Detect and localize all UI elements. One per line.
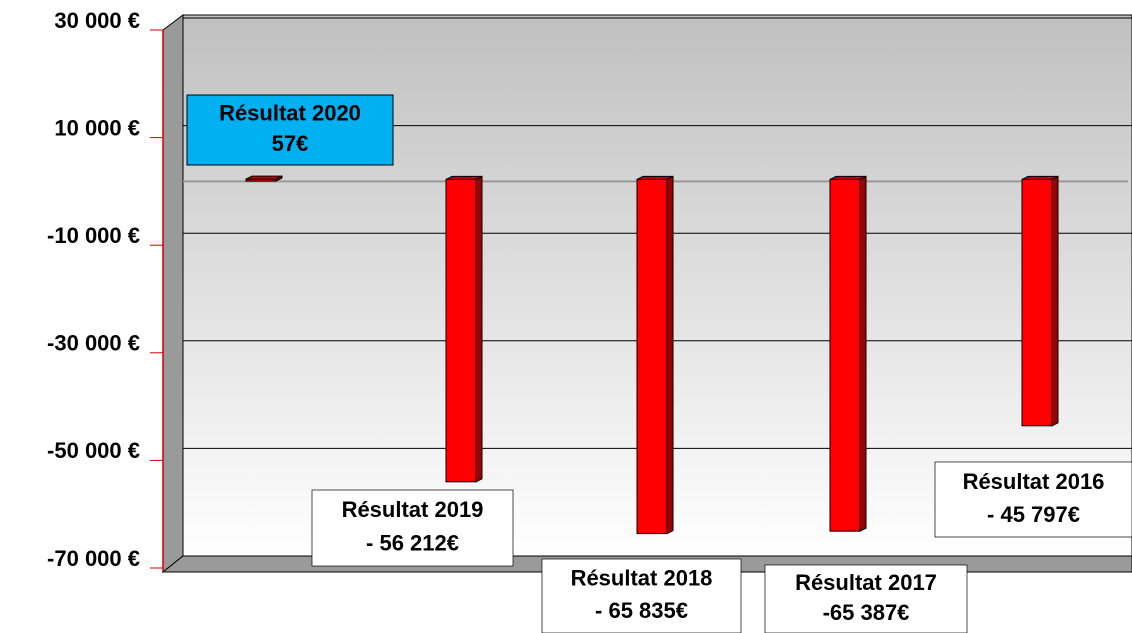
y-tick-label: -30 000 € bbox=[47, 331, 140, 356]
bar bbox=[445, 178, 477, 483]
label-box bbox=[764, 564, 968, 633]
value-label: -65 387€ bbox=[823, 600, 910, 625]
bar-top bbox=[445, 175, 483, 180]
y-tick-label: -10 000 € bbox=[47, 223, 140, 248]
category-label: Résultat 2019 bbox=[342, 497, 484, 522]
bar-side bbox=[475, 175, 483, 483]
value-label: - 65 835€ bbox=[595, 598, 688, 623]
category-label: Résultat 2020 bbox=[219, 100, 361, 125]
y-tick-label: 30 000 € bbox=[54, 8, 140, 33]
label-box bbox=[311, 489, 514, 567]
bar-side bbox=[1051, 175, 1059, 427]
label-box bbox=[934, 461, 1132, 538]
bar bbox=[829, 178, 861, 532]
side-wall bbox=[162, 14, 184, 574]
label-box bbox=[186, 94, 394, 166]
category-label: Résultat 2018 bbox=[571, 566, 713, 591]
bar-side bbox=[666, 175, 674, 535]
y-tick-label: -70 000 € bbox=[47, 546, 140, 571]
bar-top bbox=[1021, 175, 1059, 180]
bar-top bbox=[245, 175, 283, 180]
label-box bbox=[541, 558, 742, 633]
category-label: Résultat 2016 bbox=[963, 469, 1105, 494]
bar-side bbox=[859, 175, 867, 532]
bar bbox=[636, 178, 668, 535]
bar bbox=[1021, 178, 1053, 427]
y-tick-label: -50 000 € bbox=[47, 438, 140, 463]
value-label: 57€ bbox=[272, 131, 309, 156]
category-label: Résultat 2017 bbox=[795, 570, 937, 595]
bar-top bbox=[829, 175, 867, 180]
y-tick-label: 10 000 € bbox=[54, 115, 140, 140]
value-label: - 45 797€ bbox=[987, 502, 1080, 527]
value-label: - 56 212€ bbox=[366, 531, 459, 556]
bar-top bbox=[636, 175, 674, 180]
